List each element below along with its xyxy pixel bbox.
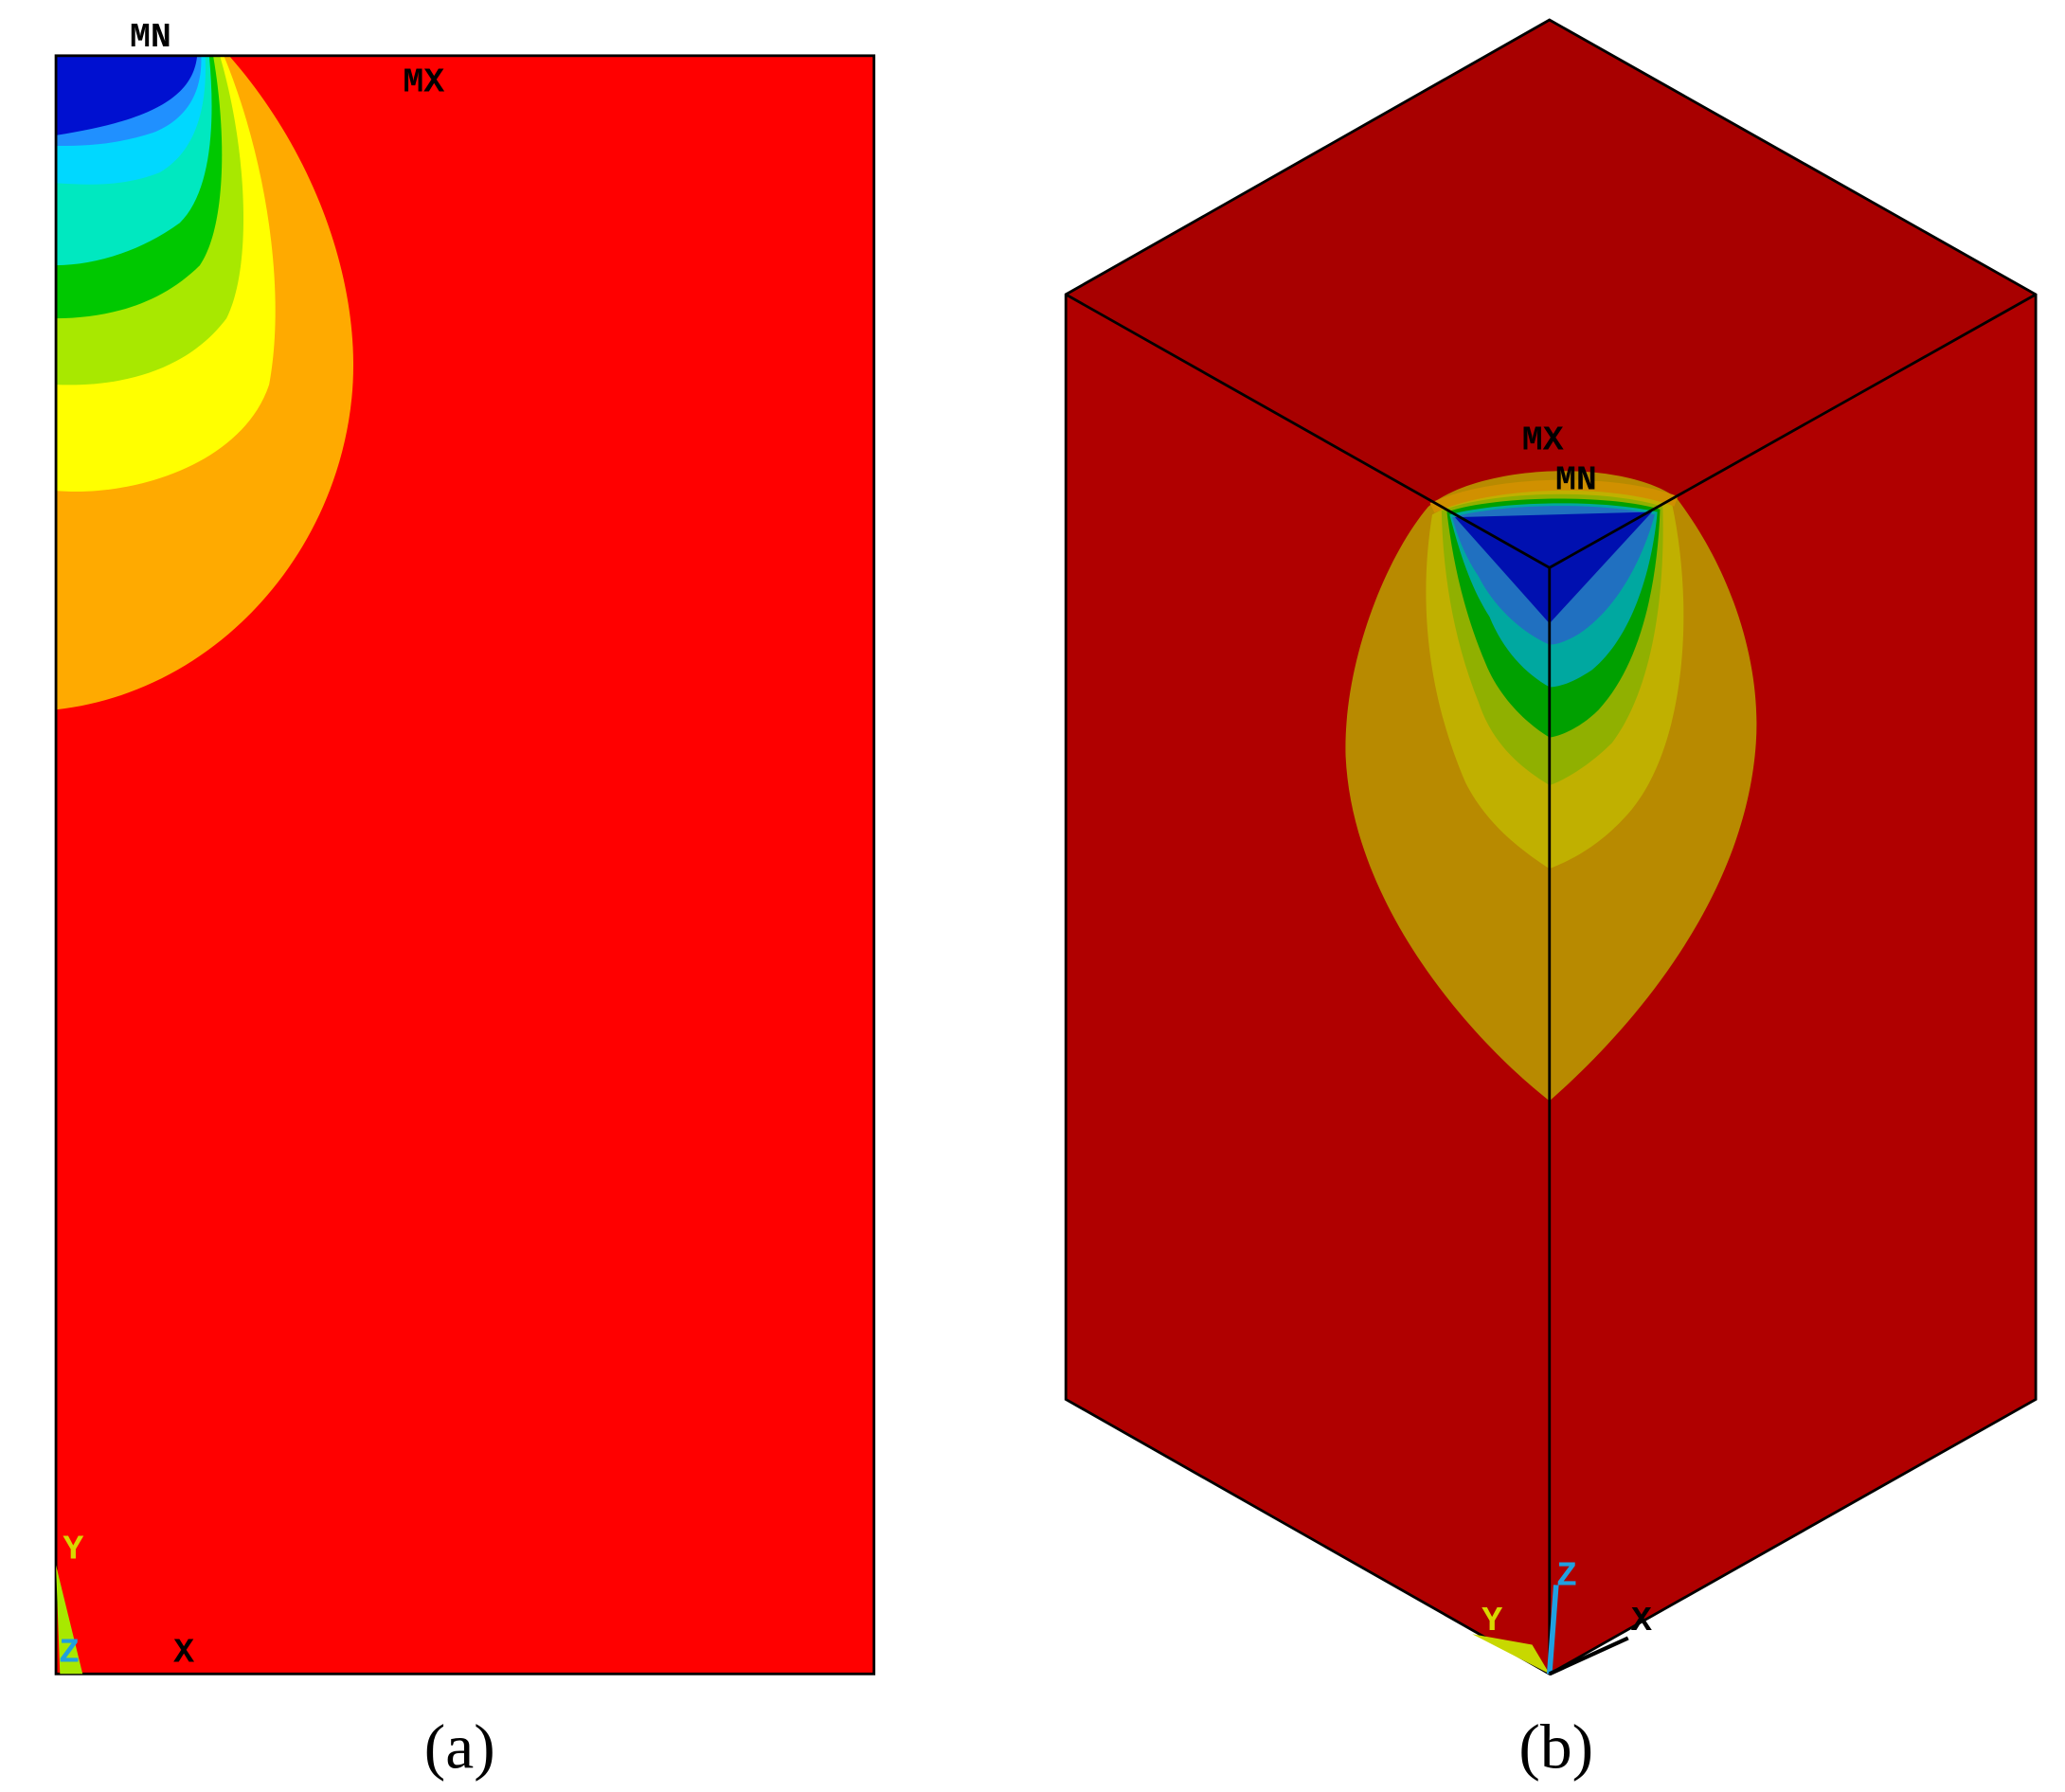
triad-axis	[1548, 1636, 1629, 1676]
axis-label-z: Z	[1556, 1556, 1577, 1595]
triad-marker	[56, 1565, 83, 1675]
caption: (a)	[424, 1711, 495, 1783]
panel-b: MX MN Y Z X (b)	[1064, 18, 2038, 1783]
max-label: MX	[403, 63, 444, 102]
panel-a: MN MX Y Z X (a)	[54, 18, 876, 1783]
axis-label-x: X	[1631, 1602, 1652, 1640]
max-label: MX	[1522, 421, 1564, 460]
triad-axis	[1546, 1585, 1559, 1675]
caption: (b)	[1518, 1711, 1593, 1783]
min-label: MN	[130, 18, 171, 57]
axis-label-x: X	[173, 1634, 194, 1673]
axis-label-y: Y	[63, 1530, 83, 1568]
contour-band	[1454, 511, 1653, 624]
contour-rim	[1429, 479, 1679, 513]
figure-content: MN MX Y Z X (a) MX MN Y Z	[54, 18, 2038, 1783]
contour-band	[56, 55, 198, 135]
triad-marker	[1472, 1634, 1550, 1675]
model-outline	[54, 54, 876, 1676]
min-label: MN	[1555, 461, 1597, 500]
cube-edges	[1064, 18, 2038, 1676]
axis-label-y: Y	[1481, 1602, 1502, 1640]
axis-label-z: Z	[59, 1634, 80, 1673]
